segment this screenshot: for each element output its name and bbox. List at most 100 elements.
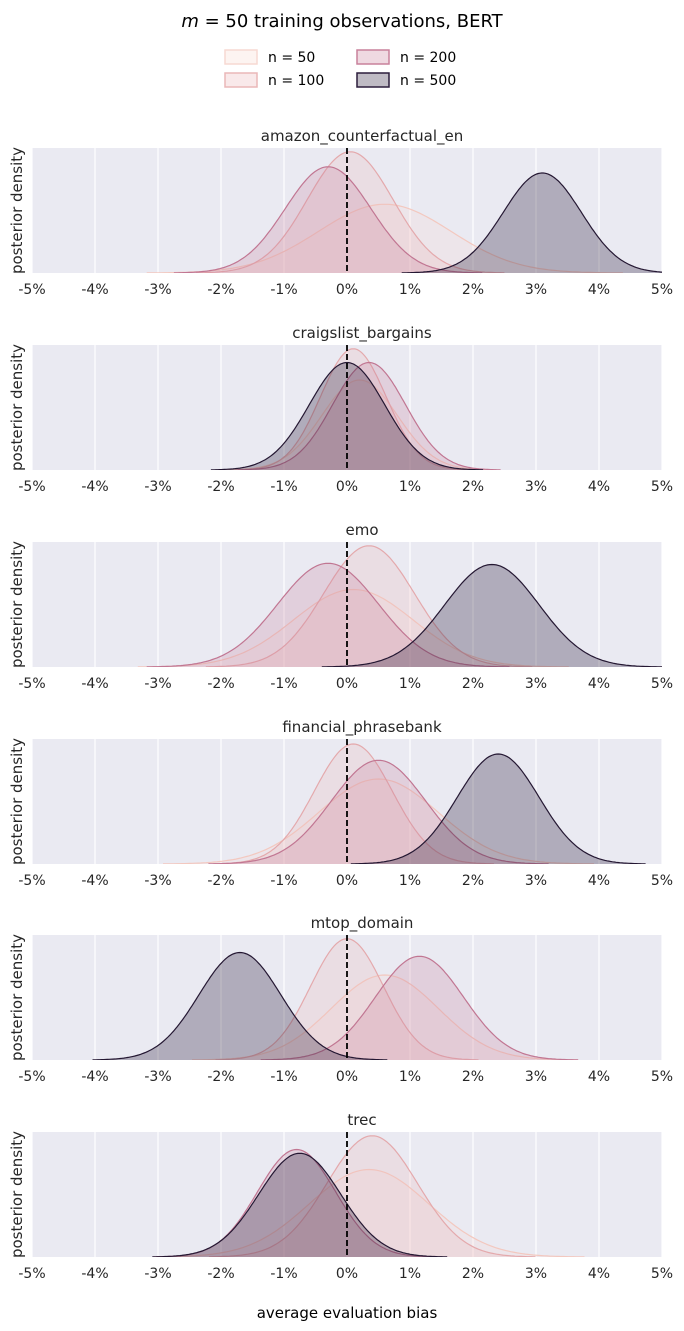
series-group — [162, 743, 646, 864]
panel-5: -5% -4% -3% -2% -1% 0% 1% 2% 3% 4% 5% trec posterior… — [8, 1111, 673, 1282]
x-tick-label: 0% — [336, 282, 358, 298]
legend-label-500: n = 500 — [400, 73, 456, 89]
density-line-50 — [191, 974, 578, 1060]
density-area-200 — [237, 362, 501, 470]
panel-title: financial_phrasebank — [282, 718, 442, 737]
x-tick-label: -2% — [207, 1069, 234, 1085]
legend-prefix-500: n = — [400, 73, 430, 89]
panel-1: -5% -4% -3% -2% -1% 0% 1% 2% 3% 4% 5% craigslist_ba… — [8, 324, 673, 495]
x-tick-label: -1% — [270, 479, 297, 495]
panels: -5% -4% -3% -2% -1% 0% 1% 2% 3% 4% 5% amazon_counte… — [8, 127, 673, 1282]
legend-value-50: 50 — [298, 50, 316, 66]
legend-label-100: n = 100 — [268, 73, 324, 89]
density-area-500 — [210, 362, 484, 470]
x-tick-label: 4% — [588, 873, 610, 889]
x-tick-label: -5% — [18, 1069, 45, 1085]
x-tick-label: 2% — [462, 282, 484, 298]
x-tick-label: 0% — [336, 1069, 358, 1085]
x-tick-label: 4% — [588, 479, 610, 495]
x-tick-label: -2% — [207, 873, 234, 889]
legend-swatch-100 — [224, 72, 258, 88]
panel-title: mtop_domain — [311, 914, 414, 933]
x-tick-label: 3% — [525, 479, 547, 495]
panel-0: -5% -4% -3% -2% -1% 0% 1% 2% 3% 4% 5% amazon_counte… — [8, 127, 673, 298]
panel-title: craigslist_bargains — [292, 324, 432, 343]
x-axis-label: average evaluation bias — [257, 1304, 438, 1322]
y-axis-label: posterior density — [8, 344, 26, 471]
x-tick-label: 4% — [588, 282, 610, 298]
density-line-500 — [321, 563, 662, 667]
density-area-200 — [156, 1149, 438, 1257]
x-tick-label: 1% — [399, 1266, 421, 1282]
x-tick-label: 0% — [336, 676, 358, 692]
x-tick-label: 2% — [462, 1266, 484, 1282]
density-area-100 — [235, 348, 472, 470]
x-tick-label: 1% — [399, 1069, 421, 1085]
density-line-200 — [260, 955, 579, 1060]
x-tick-label: 5% — [651, 1266, 673, 1282]
legend-label-50: n = 50 — [268, 50, 315, 66]
legend-swatch-500 — [356, 72, 390, 88]
panel-4: -5% -4% -3% -2% -1% 0% 1% 2% 3% 4% 5% mtop_domainpo… — [8, 914, 673, 1085]
x-tick-label: 4% — [588, 1266, 610, 1282]
legend-prefix-50: n = — [268, 50, 298, 66]
x-tick-label: 5% — [651, 676, 673, 692]
x-tick-label: 1% — [399, 676, 421, 692]
density-area-500 — [350, 754, 646, 864]
y-axis-label: posterior density — [8, 934, 26, 1061]
density-line-500 — [350, 753, 646, 864]
legend-value-200: 200 — [430, 50, 457, 66]
x-tick-label: -2% — [207, 479, 234, 495]
x-tick-label: -1% — [270, 676, 297, 692]
legend-value-500: 500 — [430, 73, 457, 89]
density-area-500 — [321, 564, 662, 667]
density-line-100 — [212, 743, 494, 864]
y-axis-label: posterior density — [8, 738, 26, 865]
density-area-50 — [192, 975, 578, 1060]
density-area-50 — [163, 779, 594, 864]
density-line-200 — [146, 562, 510, 667]
y-axis-label: posterior density — [8, 147, 26, 274]
x-tick-label: -5% — [18, 873, 45, 889]
x-tick-label: 0% — [336, 873, 358, 889]
x-tick-label: -2% — [207, 1266, 234, 1282]
density-area-100 — [208, 1135, 536, 1257]
legend-swatch-200 — [356, 49, 390, 65]
x-tick-label: -3% — [144, 479, 171, 495]
x-tick-label: -2% — [207, 282, 234, 298]
density-area-200 — [208, 760, 549, 864]
x-tick-label: -4% — [81, 479, 108, 495]
density-line-500 — [92, 951, 388, 1060]
x-tick-label: 3% — [525, 873, 547, 889]
density-line-200 — [208, 759, 549, 864]
figure-title: m = 50 training observations, BERT — [181, 11, 503, 32]
x-tick-label: -4% — [81, 1069, 108, 1085]
density-area-100 — [205, 545, 533, 667]
density-area-50 — [137, 589, 569, 667]
density-area-200 — [146, 563, 510, 667]
density-line-200 — [173, 166, 483, 273]
panel-3: -5% -4% -3% -2% -1% 0% 1% 2% 3% 4% 5% financial_phr… — [8, 718, 673, 889]
density-line-50 — [146, 203, 623, 273]
x-tick-label: -4% — [81, 282, 108, 298]
x-tick-label: 3% — [525, 1266, 547, 1282]
density-line-50 — [137, 588, 569, 667]
x-tick-label: -1% — [270, 1069, 297, 1085]
x-tick-label: 3% — [525, 676, 547, 692]
x-tick-label: -1% — [270, 873, 297, 889]
density-line-100 — [235, 348, 472, 470]
density-area-50 — [223, 380, 496, 470]
x-tick-label: -3% — [144, 873, 171, 889]
y-axis-label: posterior density — [8, 541, 26, 668]
density-area-50 — [146, 204, 623, 273]
x-tick-label: -3% — [144, 676, 171, 692]
x-tick-label: -3% — [144, 282, 171, 298]
series-group — [210, 348, 501, 470]
x-tick-label: -4% — [81, 873, 108, 889]
x-tick-label: -3% — [144, 1266, 171, 1282]
y-axis-label: posterior density — [8, 1131, 26, 1258]
series-group — [137, 545, 662, 667]
density-area-500 — [92, 952, 388, 1060]
x-tick-label: -1% — [270, 1266, 297, 1282]
